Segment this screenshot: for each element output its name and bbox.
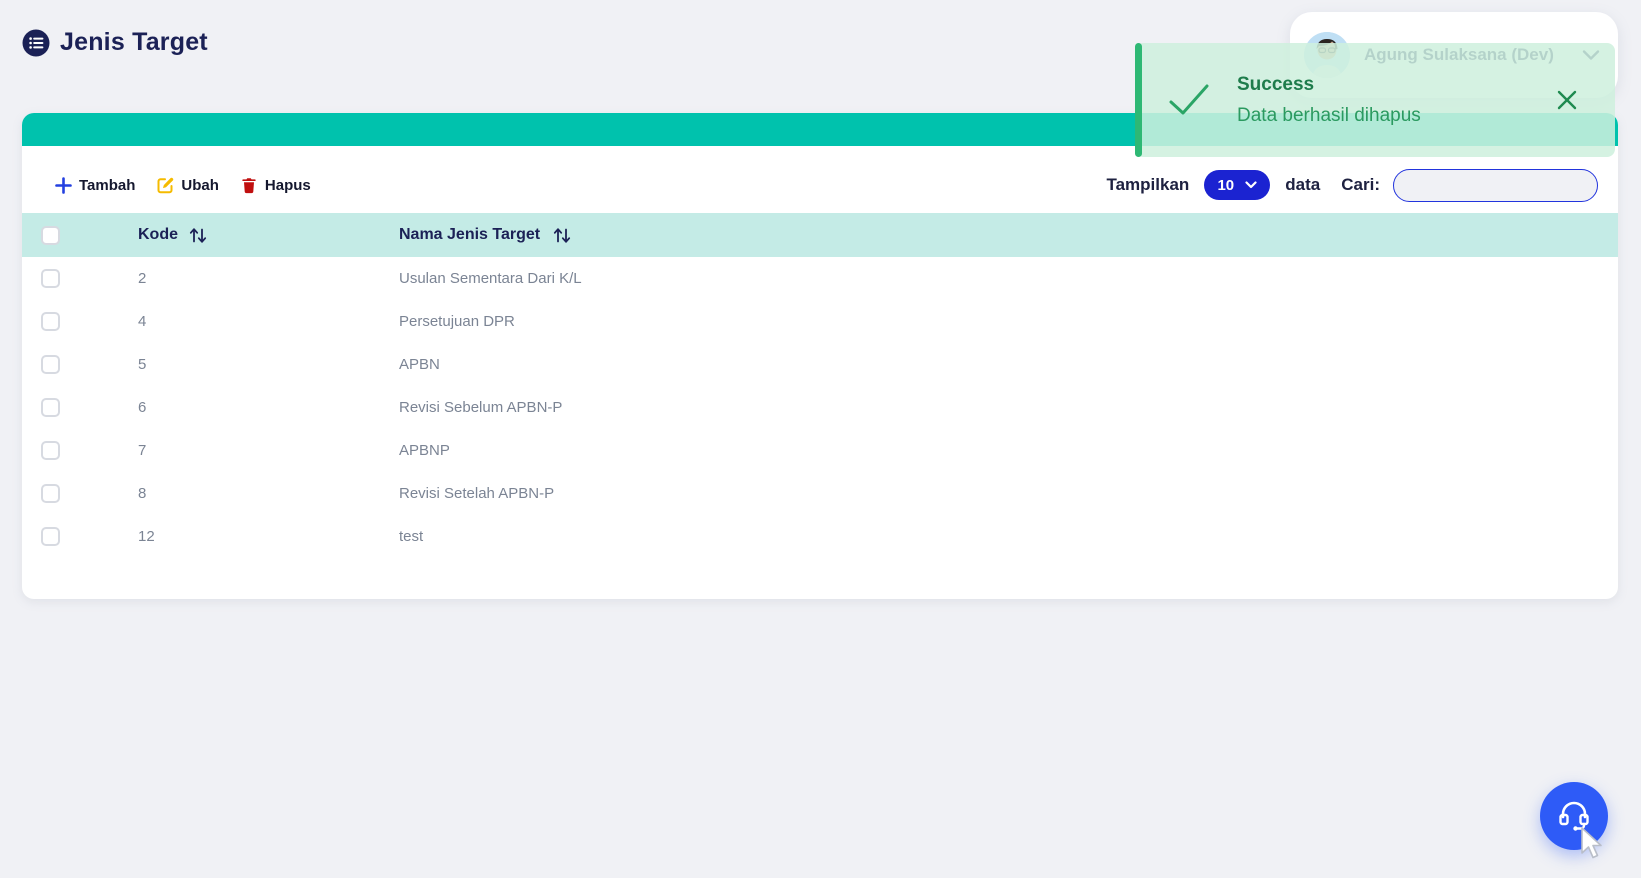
page-header: Jenis Target	[22, 28, 208, 57]
table-header-row: Kode Nama Jenis Target	[22, 213, 1618, 257]
list-icon	[22, 29, 50, 57]
toolbar: Tambah Ubah Hapus	[22, 165, 1618, 205]
chevron-down-icon	[1245, 181, 1257, 189]
trash-icon	[241, 177, 258, 194]
search-input[interactable]	[1393, 168, 1598, 202]
cell-nama: Usulan Sementara Dari K/L	[399, 270, 582, 287]
cell-kode: 5	[138, 356, 147, 373]
row-checkbox[interactable]	[41, 441, 60, 460]
mouse-cursor	[1578, 826, 1608, 860]
column-header-nama: Nama Jenis Target	[399, 226, 541, 243]
search-label: Cari:	[1341, 175, 1380, 194]
support-chat-button[interactable]	[1540, 782, 1608, 850]
row-checkbox[interactable]	[41, 398, 60, 417]
cell-nama: Revisi Setelah APBN-P	[399, 485, 555, 502]
check-icon	[1167, 82, 1211, 118]
sort-arrows-icon[interactable]	[552, 227, 572, 244]
column-header-kode: Kode	[138, 226, 178, 243]
toast-success: Success Data berhasil dihapus	[1135, 43, 1615, 157]
row-checkbox[interactable]	[41, 269, 60, 288]
table-controls: Tampilkan 10 data Cari:	[1106, 168, 1598, 202]
delete-button[interactable]: Hapus	[241, 177, 311, 194]
edit-button[interactable]: Ubah	[157, 177, 219, 194]
select-all-checkbox[interactable]	[41, 225, 60, 245]
cell-kode: 7	[138, 442, 147, 459]
cell-nama: APBNP	[399, 442, 450, 459]
data-table: Kode Nama Jenis Target	[22, 213, 1618, 558]
toast-texts: Success Data berhasil dihapus	[1237, 74, 1555, 127]
table-row[interactable]: 8 Revisi Setelah APBN-P	[22, 472, 1618, 515]
toast-title: Success	[1237, 73, 1315, 95]
data-label: data	[1285, 175, 1321, 194]
cell-nama: APBN	[399, 356, 440, 373]
toolbar-actions: Tambah Ubah Hapus	[55, 177, 311, 194]
cell-nama: Revisi Sebelum APBN-P	[399, 399, 563, 416]
add-button-label: Tambah	[79, 176, 136, 194]
table-row[interactable]: 6 Revisi Sebelum APBN-P	[22, 386, 1618, 429]
plus-icon	[55, 176, 72, 194]
table-row[interactable]: 5 APBN	[22, 343, 1618, 386]
table-row[interactable]: 12 test	[22, 515, 1618, 558]
headset-icon	[1556, 797, 1592, 836]
edit-button-label: Ubah	[181, 176, 219, 194]
add-button[interactable]: Tambah	[55, 177, 135, 194]
show-label: Tampilkan	[1106, 175, 1190, 194]
table-body: 2 Usulan Sementara Dari K/L 4 Persetujua…	[22, 257, 1618, 558]
table-row[interactable]: 2 Usulan Sementara Dari K/L	[22, 257, 1618, 300]
cell-kode: 2	[138, 270, 147, 287]
pencil-square-icon	[157, 177, 174, 194]
table-row[interactable]: 4 Persetujuan DPR	[22, 300, 1618, 343]
row-checkbox[interactable]	[41, 355, 60, 374]
cell-kode: 12	[138, 528, 155, 545]
cell-nama: Persetujuan DPR	[399, 313, 515, 330]
table-row[interactable]: 7 APBNP	[22, 429, 1618, 472]
sort-arrows-icon[interactable]	[188, 227, 208, 244]
cell-kode: 8	[138, 485, 147, 502]
page-size-select[interactable]: 10	[1204, 170, 1271, 200]
cell-kode: 6	[138, 399, 147, 416]
row-checkbox[interactable]	[41, 484, 60, 503]
page-size-value: 10	[1217, 176, 1235, 194]
row-checkbox[interactable]	[41, 527, 60, 546]
content-card: Tambah Ubah Hapus	[22, 113, 1618, 599]
cell-nama: test	[399, 528, 424, 545]
toast-accent-bar	[1135, 43, 1142, 157]
toast-message: Data berhasil dihapus	[1237, 104, 1421, 126]
delete-button-label: Hapus	[264, 176, 311, 194]
row-checkbox[interactable]	[41, 312, 60, 331]
close-icon[interactable]	[1555, 88, 1579, 112]
page-title: Jenis Target	[60, 28, 208, 56]
cell-kode: 4	[138, 313, 147, 330]
